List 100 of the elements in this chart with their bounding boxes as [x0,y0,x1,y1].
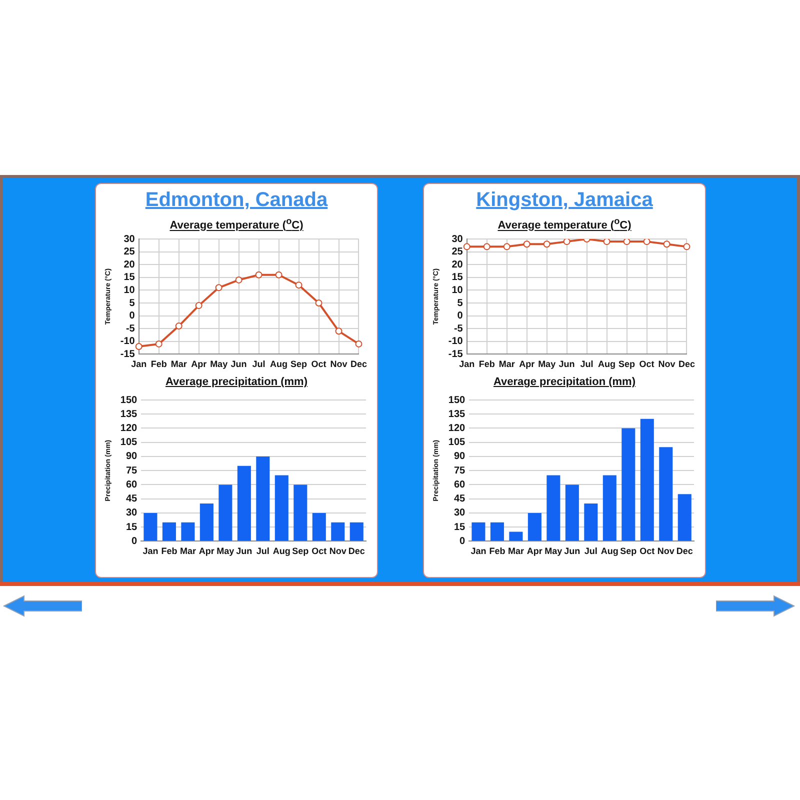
chart-title: Kingston, Jamaica [475,188,654,213]
point [255,271,262,278]
bar [237,466,251,541]
y-tick-label: -5 [126,323,136,334]
bar [490,522,504,541]
y-tick-label: 90 [454,451,466,462]
x-tick-label: Jun [236,546,252,556]
y-tick-label: 5 [457,298,464,309]
chart-subtitle: Average temperature ($^{o}$C) [496,215,632,232]
x-tick-label: Jan [142,546,158,556]
x-tick-label: May [544,546,562,556]
y-tick-label: 45 [454,494,466,505]
chart-title: Average precipitation (mm) [492,375,636,390]
y-tick-label: 120 [448,422,466,434]
y-tick-label: 60 [454,479,466,490]
point [135,343,142,350]
x-tick-label: Nov [658,359,676,370]
y-tick-label: 30 [452,234,464,245]
bar [331,522,345,541]
bar [144,512,158,541]
y-tick-label: 30 [454,508,466,519]
y-tick-label: 15 [124,272,136,284]
y-tick-label: 150 [120,394,138,406]
y-tick-label: 15 [454,522,466,533]
x-tick-label: Jun [230,359,247,370]
bar [528,512,542,541]
y-tick-label: 15 [452,272,464,284]
y-tick-label: 150 [448,394,466,406]
bar [312,512,326,541]
x-tick-label: Nov [330,359,348,370]
x-tick-label: Aug [600,546,618,556]
bar [200,504,214,541]
x-tick-label: Feb [161,546,178,556]
x-tick-label: Jul [580,359,594,370]
y-tick-label: 10 [124,284,136,296]
x-tick-label: Mar [180,546,196,556]
x-tick-label: Apr [526,546,543,556]
y-tick-label: -10 [120,336,136,348]
y-tick-label: 0 [129,310,136,322]
y-tick-label: 120 [120,422,138,434]
point [275,271,282,278]
y-tick-label: 30 [124,234,136,245]
y-tick-label: 10 [452,284,464,296]
x-tick-label: Feb [150,359,168,370]
bar [622,428,636,541]
bar [294,484,308,541]
y-tick-label: -15 [120,348,136,360]
chart-title: Average precipitation (mm) [164,375,308,390]
y-tick-label: 5 [129,298,136,309]
x-tick-label: Oct [312,546,327,556]
x-tick-label: Aug [270,359,288,370]
x-tick-label: Feb [489,546,506,556]
bar [659,447,673,541]
chart-title: Edmonton, Canada [144,188,329,213]
x-tick-label: Mar [170,359,188,370]
x-tick-label: Jun [564,546,580,556]
x-tick-label: Jul [256,546,270,556]
x-tick-label: Apr [191,359,208,370]
y-tick-label: 105 [448,437,466,448]
x-tick-label: Nov [657,546,674,556]
y-tick-label: 0 [460,536,466,547]
bar [256,456,270,541]
x-tick-label: Aug [598,359,616,370]
x-tick-label: Oct [639,359,654,370]
y-tick-label: 90 [126,451,138,462]
x-tick-label: Jun [558,359,575,370]
y-tick-label: 0 [132,536,138,547]
y-tick-label: 20 [124,259,136,270]
x-tick-label: May [216,546,234,556]
y-tick-label: 135 [120,408,138,420]
bar [602,475,616,541]
point [335,328,342,335]
x-tick-label: Sep [620,546,638,556]
point [195,302,202,310]
x-tick-label: Jul [584,546,598,556]
y-tick-label: 105 [120,437,138,448]
y-tick-label: 135 [448,408,466,420]
y-tick-label: 75 [126,465,138,476]
x-tick-label: Mar [508,546,524,556]
x-tick-label: Aug [272,546,290,556]
y-tick-label: 75 [454,465,466,476]
point [175,322,182,330]
x-tick-label: Dec [348,546,365,556]
y-tick-label: 15 [126,522,138,533]
y-tick-label: 45 [126,494,138,505]
y-tick-label: -5 [454,323,464,334]
bar [678,494,692,541]
x-tick-label: Nov [329,546,346,556]
y-tick-label: 0 [457,310,464,322]
bar [181,522,195,541]
x-tick-label: Apr [198,546,215,556]
point [315,300,322,306]
bar [565,484,579,541]
y-tick-label: 60 [126,479,138,490]
bar [509,532,523,541]
point [235,276,242,284]
x-tick-label: Jan [470,546,486,556]
x-tick-label: Dec [678,359,696,370]
x-tick-label: Sep [292,546,310,556]
x-tick-label: Jan [459,359,475,370]
